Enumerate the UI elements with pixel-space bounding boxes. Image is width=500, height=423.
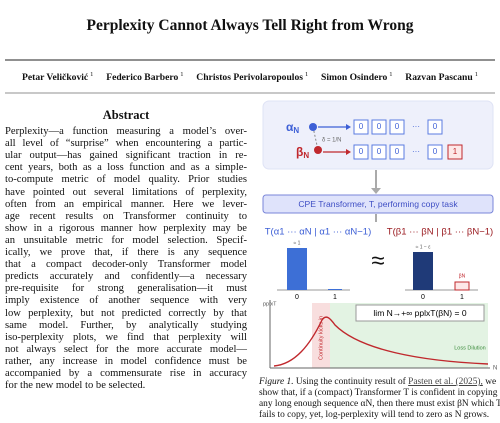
axis-label: 0 (295, 294, 299, 301)
caption-line: show that, if a (compact) Transformer T … (259, 388, 498, 398)
caption-text: Using the continuity result of (295, 377, 406, 387)
author-name: Razvan Pascanu (405, 72, 473, 84)
abstract-line: age recent results on Transformer contin… (5, 210, 247, 222)
dots: ··· (412, 122, 420, 131)
abstract-line: ically, we prove that, if there is any s… (5, 247, 247, 258)
author-name: Federico Barbero (106, 72, 179, 84)
abstract-line: predicts accurately and confidently—a ne… (5, 271, 247, 283)
axis-label: 1 (333, 294, 337, 301)
continuity-label: Continuity kicks in (318, 316, 324, 360)
author: Simon Osindero 1 (321, 71, 392, 83)
affiliation: 1 (474, 71, 478, 78)
axis-label: 0 (421, 294, 425, 301)
affiliation: 1 (180, 71, 184, 78)
abstract-line: same model. Further, by analytically stu… (5, 319, 247, 331)
author: Federico Barbero 1 (106, 71, 183, 83)
title: Perplexity Cannot Always Tell Right from… (86, 17, 414, 34)
limit-formula: lim N→+∞ pplxT(βN) = 0 (373, 308, 466, 318)
abstract-line: rather, any increase in model confidence… (5, 355, 247, 367)
affiliation: 1 (389, 71, 393, 78)
authors: Petar Veličković 1 Federico Barbero 1 Christ… (22, 71, 478, 83)
abstract-line: often from an empirical manner. Here we … (5, 198, 247, 210)
abstract-line: have pointed out several limitations of … (5, 186, 247, 198)
digit: 0 (395, 147, 400, 156)
approx: ≈ (371, 247, 384, 274)
abstract-line: low perplexity, but not predicted correc… (5, 307, 247, 319)
author-name: Simon Osindero (321, 72, 388, 84)
digit: 1 (453, 147, 458, 156)
author-name: Christos Perivolaropoulos (196, 72, 303, 84)
sub: N (303, 151, 309, 160)
caption-line: Figure 1. Using the continuity result of… (259, 377, 497, 388)
author: Christos Perivolaropoulos 1 (196, 71, 308, 83)
abstract-line: ular output—has gained significant tract… (5, 150, 247, 162)
x-label: N (493, 366, 497, 372)
abstract-line: cent years, both as a loss function and … (5, 162, 247, 174)
abstract-line: pre-requisite for strong generalisation—… (5, 283, 247, 295)
alpha: α (286, 120, 294, 134)
digit: 0 (377, 147, 382, 156)
digit: 0 (395, 122, 400, 131)
author-name: Petar Veličković (22, 72, 89, 84)
caption-line: any long enough sequence αN, then there … (259, 399, 500, 409)
bar-label: βN (459, 273, 466, 279)
digit: 0 (359, 122, 364, 131)
caption-line: fails to copy, yet, log-perplexity will … (259, 410, 490, 420)
abstract-line: that a compact decoder-only Transformer … (5, 259, 247, 271)
abstract-line: for the new model to be selected. (5, 380, 146, 392)
author: Petar Veličković 1 (22, 71, 93, 83)
dots: ··· (412, 147, 420, 156)
abstract-line: Perplexity—a function measuring a model’… (5, 126, 247, 137)
affiliation: 1 (90, 71, 94, 78)
bar-label: ≈ 1 (294, 240, 301, 246)
abstract-line: show in a rigorous manner how perplexity… (5, 222, 247, 234)
abstract-line: iso-perplexity plots, we find that perpl… (5, 331, 247, 343)
abstract-line: to-compute metric of model quality. Prio… (5, 174, 247, 186)
dilution-label: Loss Dilution (454, 345, 486, 351)
beta: β (296, 145, 303, 159)
formula-beta: T(β1 ··· βN | β1 ··· βN−1) (387, 227, 493, 238)
caption-text: we (485, 377, 497, 387)
abstract-line: all level of “surprise” when encounterin… (5, 138, 247, 150)
axis-label: 1 (460, 294, 464, 301)
citation-link[interactable]: Pasten et al. (2025), (408, 377, 483, 387)
sub: N (293, 126, 299, 135)
digit: 0 (433, 122, 438, 131)
alpha-label: αN (286, 120, 299, 135)
abstract-line: an unsuitable metric for model selection… (5, 234, 247, 246)
digit: 0 (359, 147, 364, 156)
caption-label: Figure 1. (259, 377, 294, 387)
bar-label: ≈ 1 − ε (416, 244, 432, 250)
digit: 0 (377, 122, 382, 131)
digit: 0 (433, 147, 438, 156)
model-box: CPE Transformer, T, performing copy task (298, 199, 458, 209)
abstract-line: not always select for the more accurate … (5, 343, 247, 355)
abstract-heading: Abstract (102, 108, 150, 122)
beta-label: βN (296, 145, 309, 160)
affiliation: 1 (305, 71, 309, 78)
abstract-line: accompanied by a commensurate rise in ac… (5, 368, 247, 379)
y-label: pplxT (263, 301, 277, 307)
delta: δ = 1/N (322, 138, 342, 144)
author: Razvan Pascanu 1 (405, 71, 478, 83)
formula-alpha: T(α1 ··· αN | α1 ··· αN−1) (265, 227, 372, 238)
abstract-line: imply existence of another sequence with… (5, 295, 247, 307)
